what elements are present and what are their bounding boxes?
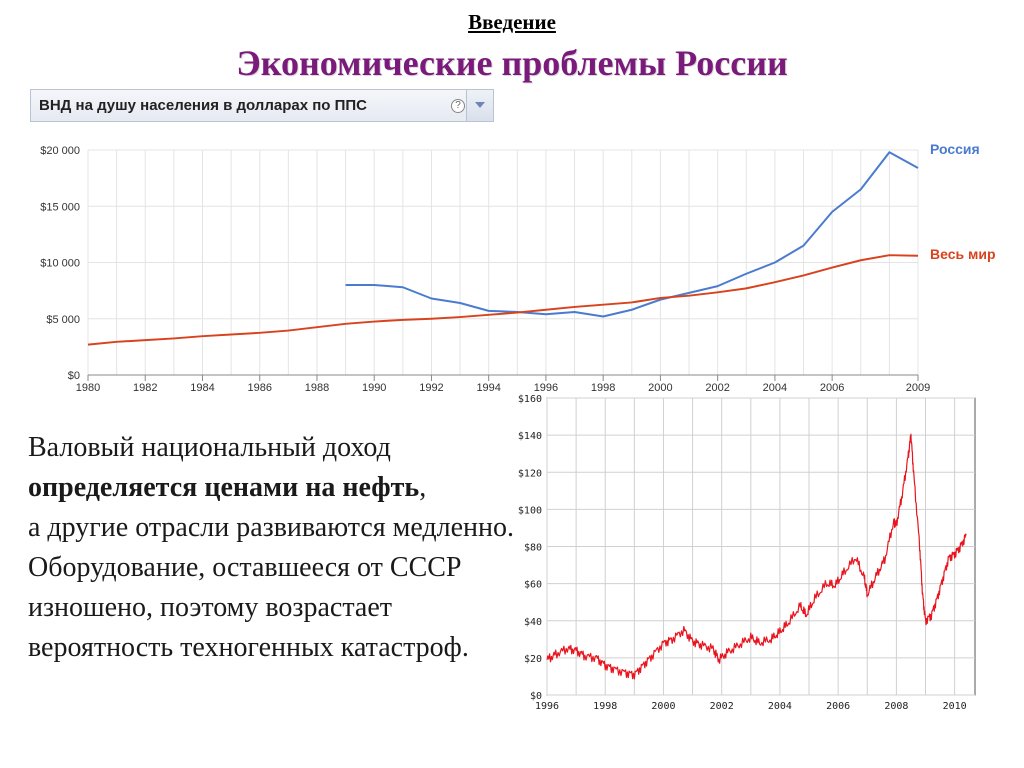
oil-price-chart: $0 $20 $40 $60 $80 $100 $120 $140 $160 1996 1998 20… — [518, 394, 976, 712]
x-tick-label: 2006 — [820, 382, 844, 394]
y-tick-label: $0 — [68, 370, 80, 382]
y-tick-label: $60 — [524, 580, 542, 591]
x-tick-label: 1990 — [362, 382, 386, 394]
gni-chart: $0 $5 000 $10 000 $15 000 $20 000 1980 1982 198… — [40, 141, 996, 394]
x-tick-label: 2000 — [648, 382, 672, 394]
indicator-label: ВНД на душу населения в долларах по ППС — [39, 97, 368, 114]
body-line-1: Валовый национальный доход — [28, 432, 391, 463]
legend-world: Весь мир — [930, 246, 996, 262]
y-tick-label: $10 000 — [40, 258, 80, 270]
x-tick-label: 1996 — [534, 382, 558, 394]
body-comma: , — [419, 472, 427, 503]
dropdown-button[interactable] — [466, 90, 493, 121]
x-tick-label: 1996 — [535, 701, 559, 712]
slide-intro-heading: Введение — [468, 10, 556, 34]
y-tick-label: $20 000 — [40, 145, 80, 157]
y-tick-label: $120 — [518, 468, 542, 479]
body-rest: а другие отрасли развиваются медленно. О… — [28, 512, 515, 663]
x-tick-label: 2002 — [710, 701, 734, 712]
x-tick-label: 1998 — [593, 701, 617, 712]
world-series-line — [87, 254, 919, 346]
slide-title: Экономические проблемы России — [236, 43, 788, 83]
x-tick-label: 2008 — [884, 701, 908, 712]
indicator-selector[interactable]: ВНД на душу населения в долларах по ППС … — [30, 89, 494, 122]
body-emphasis: определяется ценами на нефть — [28, 472, 420, 503]
x-tick-label: 2002 — [705, 382, 729, 394]
x-tick-label: 2000 — [651, 701, 675, 712]
help-icon[interactable]: ? — [451, 99, 465, 113]
y-tick-label: $80 — [524, 543, 542, 554]
y-tick-label: $40 — [524, 617, 542, 628]
x-tick-label: 1988 — [305, 382, 329, 394]
y-tick-label: $140 — [518, 431, 542, 442]
y-tick-label: $20 — [524, 654, 542, 665]
y-tick-label: $160 — [518, 394, 542, 405]
x-tick-label: 2006 — [826, 701, 850, 712]
x-tick-label: 1982 — [133, 382, 157, 394]
x-tick-label: 1998 — [591, 382, 615, 394]
chevron-down-icon — [475, 102, 485, 108]
y-tick-label: $15 000 — [40, 201, 80, 213]
x-tick-label: 1992 — [419, 382, 443, 394]
x-tick-label: 1994 — [476, 382, 500, 394]
body-paragraph: Валовый национальный доход определяется … — [28, 428, 518, 668]
y-tick-label: $5 000 — [46, 314, 80, 326]
x-tick-label: 2009 — [906, 382, 930, 394]
x-tick-label: 2010 — [943, 701, 967, 712]
x-tick-label: 2004 — [763, 382, 787, 394]
x-tick-label: 1980 — [76, 382, 100, 394]
y-tick-label: $100 — [518, 505, 542, 516]
x-tick-label: 2004 — [768, 701, 792, 712]
oil-price-line — [546, 433, 967, 680]
x-tick-label: 1986 — [247, 382, 271, 394]
x-tick-label: 1984 — [190, 382, 214, 394]
legend-russia: Россия — [930, 141, 980, 157]
y-tick-label: $0 — [530, 691, 542, 702]
